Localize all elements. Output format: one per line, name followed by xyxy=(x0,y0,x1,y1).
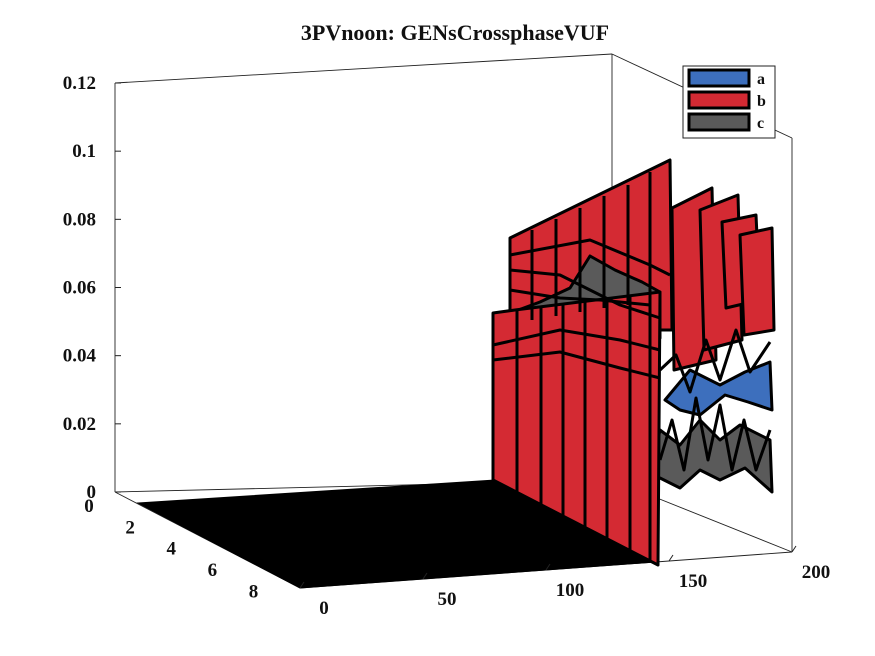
series-b-surface-front xyxy=(491,290,662,567)
legend-label-a: a xyxy=(757,71,765,88)
x-tick-label: 0 xyxy=(319,598,329,619)
x-tick-label: 150 xyxy=(679,571,708,592)
legend: abc xyxy=(682,65,776,139)
legend-swatch-c xyxy=(687,112,751,132)
mesh-contour xyxy=(509,268,661,320)
series-b-surface-rear-3 xyxy=(738,226,776,337)
z-tick-label: 0.12 xyxy=(63,73,96,94)
mesh-contour xyxy=(492,328,661,352)
x-tick-mark xyxy=(668,554,674,562)
mesh-contour xyxy=(509,288,651,307)
x-tick-label: 200 xyxy=(802,562,831,583)
chart-title: 3PVnoon: GENsCrossphaseVUF xyxy=(301,20,609,45)
z-tick-labels: 0 0.02 0.04 0.06 0.08 0.1 0.12 xyxy=(63,73,121,503)
y-tick-label: 8 xyxy=(249,581,259,602)
y-tick-label: 0 xyxy=(84,496,94,517)
y-tick-labels: 0 2 4 6 8 xyxy=(84,496,258,602)
x-tick-mark xyxy=(299,581,305,589)
x-tick-label: 100 xyxy=(556,580,585,601)
series-mesh-jagged xyxy=(658,396,772,472)
mesh-contour xyxy=(509,238,671,277)
data-surfaces xyxy=(491,158,776,567)
z-tick-label: 0 xyxy=(87,482,97,503)
z-tick-label: 0.04 xyxy=(63,346,97,367)
z-tick-label: 0.1 xyxy=(72,141,96,162)
z-tick-label: 0.06 xyxy=(63,278,96,299)
mesh-contour xyxy=(492,350,661,380)
x-tick-mark xyxy=(545,563,551,571)
z-tick-label: 0.02 xyxy=(63,414,96,435)
back-top-edge xyxy=(114,53,613,84)
legend-swatch-b xyxy=(687,90,751,110)
series-c-surface-back xyxy=(648,418,774,494)
x-tick-label: 50 xyxy=(438,589,457,610)
legend-swatch-a xyxy=(687,68,751,88)
legend-label-b: b xyxy=(757,93,766,110)
y-tick-label: 6 xyxy=(208,560,218,581)
x-tick-labels: 0 50 100 150 200 xyxy=(299,545,831,619)
y-tick-label: 2 xyxy=(125,517,135,538)
legend-label-c: c xyxy=(757,115,764,132)
x-tick-mark xyxy=(791,545,797,553)
y-tick-label: 4 xyxy=(166,539,176,560)
z-tick-label: 0.08 xyxy=(63,209,96,230)
series-mesh-jagged xyxy=(658,328,772,394)
x-tick-mark xyxy=(422,572,428,580)
